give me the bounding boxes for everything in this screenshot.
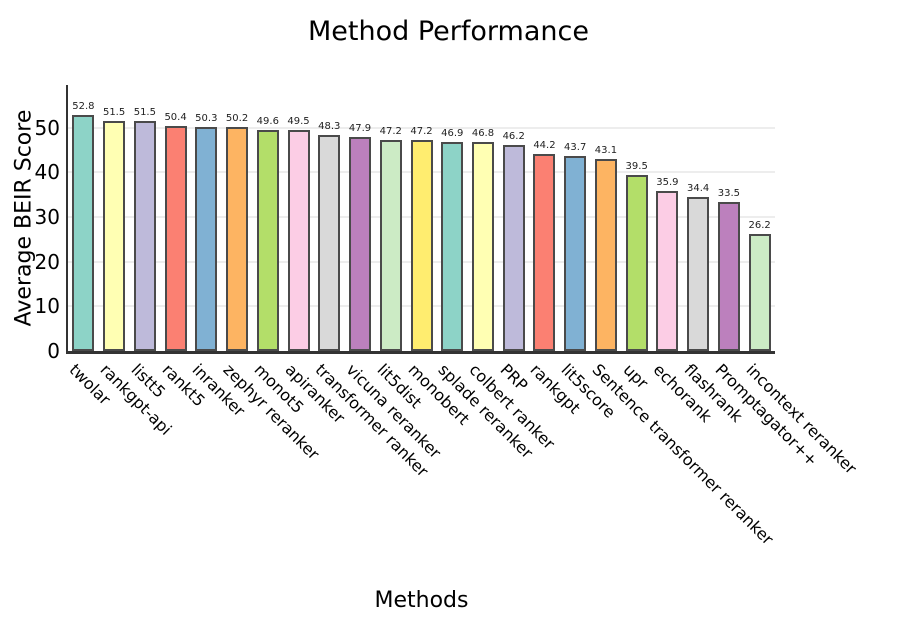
x-axis-label: Methods [374, 588, 469, 613]
bar-value-label: 46.8 [471, 128, 495, 140]
bar-value-label: 33.5 [717, 187, 741, 199]
bar-value-label: 51.5 [133, 107, 156, 119]
y-tick-label: 0 [47, 339, 60, 363]
bar-value-label: 47.9 [348, 123, 372, 135]
bar [533, 153, 556, 351]
bar [256, 129, 279, 351]
y-tick-label: 30 [34, 205, 60, 230]
bar [164, 126, 187, 351]
y-tick-label: 20 [34, 249, 60, 274]
bar-value-label: 43.7 [564, 141, 587, 153]
bar [226, 126, 249, 351]
grid-line [68, 126, 775, 129]
bar [564, 155, 587, 351]
bar [72, 115, 95, 351]
bar [349, 137, 372, 351]
bar [441, 141, 464, 351]
bar-value-label: 48.3 [318, 121, 341, 133]
bar [471, 142, 494, 351]
bar [103, 121, 126, 351]
bar-value-label: 44.2 [533, 139, 556, 151]
bar [748, 234, 771, 351]
bar-value-label: 43.1 [594, 144, 618, 156]
bar-value-label: 34.4 [687, 183, 710, 195]
bar [287, 130, 310, 351]
bar-value-label: 50.4 [164, 112, 187, 124]
bar [318, 135, 341, 351]
y-tick-label: 10 [34, 294, 60, 319]
bar-value-label: 35.9 [656, 176, 679, 188]
bar [625, 174, 648, 351]
bar [379, 140, 402, 351]
bar-value-label: 50.2 [225, 112, 249, 124]
bar [687, 197, 710, 351]
bar-value-label: 46.9 [441, 127, 464, 139]
bar-value-label: 47.2 [379, 126, 402, 138]
bar-value-label: 47.2 [410, 126, 433, 138]
bar [656, 190, 679, 351]
bar [410, 140, 433, 351]
bar [717, 201, 740, 351]
bar [594, 158, 617, 351]
y-tick-label: 50 [34, 115, 60, 140]
y-tick-label: 40 [34, 160, 60, 185]
bar-value-label: 49.5 [287, 116, 310, 128]
bar-value-label: 46.2 [502, 130, 525, 142]
plot-area: 52.8 51.5 51.5 50.4 50.3 50.2 49.6 49.5 48.3 47.9… [66, 85, 775, 354]
bar-value-label: 39.5 [625, 160, 648, 172]
chart-title: Method Performance [308, 16, 589, 47]
bar-value-label: 49.6 [256, 115, 279, 127]
bar-value-label: 50.3 [195, 112, 218, 124]
bar [133, 121, 156, 351]
bar [502, 144, 525, 351]
bar-value-label: 51.5 [102, 107, 126, 119]
bar-value-label: 52.8 [72, 101, 95, 113]
bar [195, 126, 218, 351]
bar-value-label: 26.2 [748, 220, 771, 232]
